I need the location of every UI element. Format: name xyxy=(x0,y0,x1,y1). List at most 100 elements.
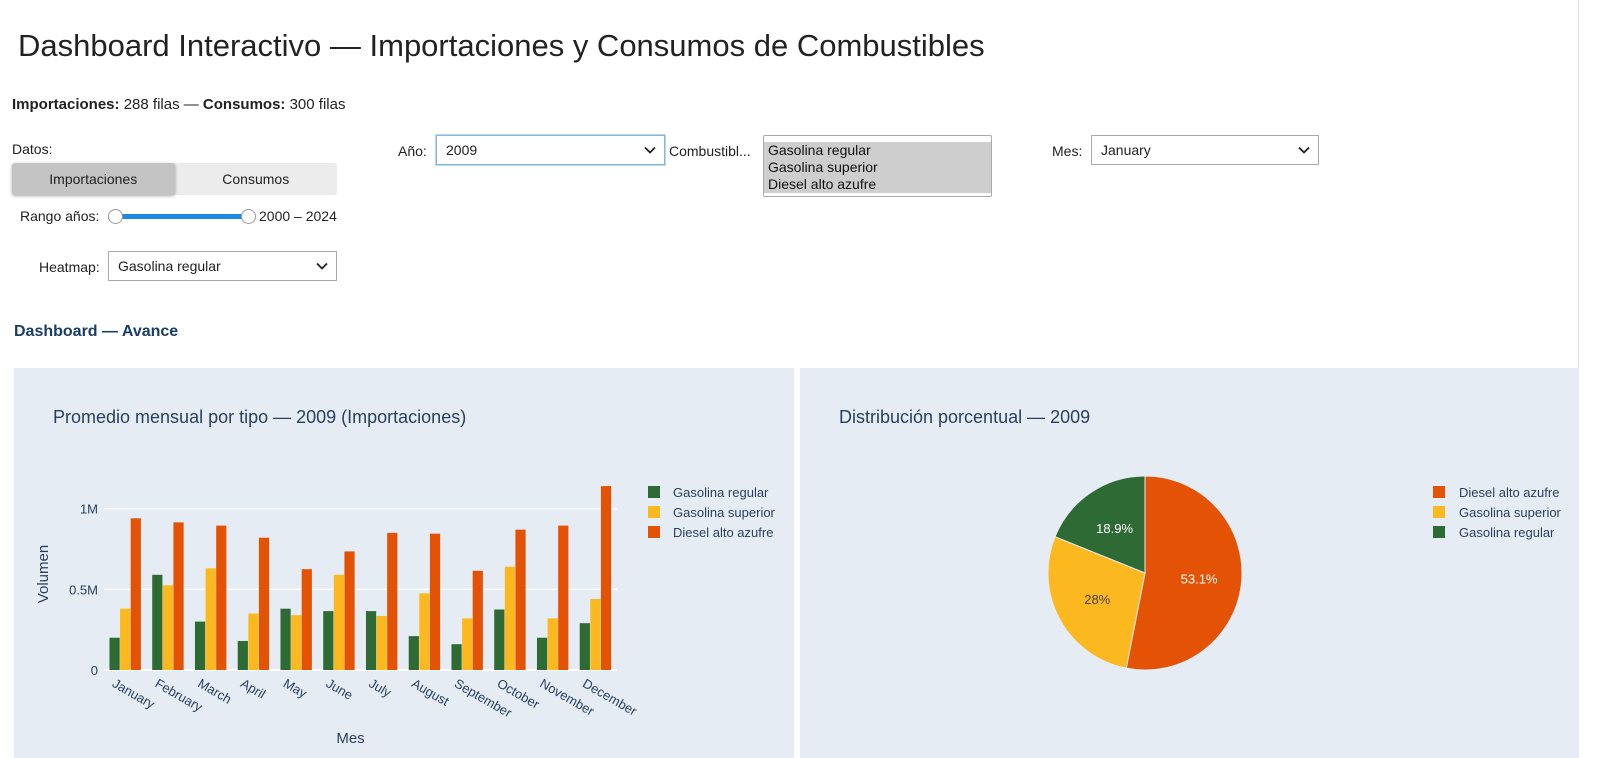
bar-gasolina-superior xyxy=(462,618,473,670)
pie-chart-svg: 53.1% 28% 18.9% Diesel alto azufre Gasolina … xyxy=(1047,475,1562,671)
bar-diesel-alto-azufre xyxy=(600,486,612,670)
bar-gasolina-regular xyxy=(451,644,462,670)
bar-diesel-alto-azufre xyxy=(258,537,270,670)
legend-swatch xyxy=(648,506,660,518)
bar-gasolina-regular xyxy=(494,609,505,670)
y-tick-label: 0 xyxy=(91,663,98,678)
rows-separator: — xyxy=(183,96,199,113)
toggle-importaciones[interactable]: Importaciones xyxy=(12,163,175,195)
pie-slice-label: 53.1% xyxy=(1181,571,1218,586)
bar-diesel-alto-azufre xyxy=(387,532,398,670)
legend-label: Gasolina superior xyxy=(673,505,776,520)
year-range-track[interactable] xyxy=(115,214,249,219)
bar-gasolina-superior xyxy=(291,615,302,670)
bar-gasolina-superior xyxy=(205,568,216,670)
combustible-option[interactable]: Diesel alto azufre xyxy=(764,176,991,193)
pie-slice-gasolina-superior xyxy=(1047,536,1146,669)
anio-select[interactable]: 2009 xyxy=(436,135,665,165)
bar-gasolina-regular xyxy=(109,637,120,670)
legend-label: Gasolina regular xyxy=(673,485,769,500)
x-tick-label: June xyxy=(324,676,356,703)
y-tick-label: 0.5M xyxy=(69,582,98,597)
bar-gasolina-regular xyxy=(408,636,419,670)
legend-swatch xyxy=(1433,506,1445,518)
bar-diesel-alto-azufre xyxy=(558,525,569,670)
consumos-rows-label: Consumos: xyxy=(202,96,286,113)
combustible-option[interactable]: Gasolina superior xyxy=(764,159,991,176)
combustible-option[interactable]: Gasolina regular xyxy=(764,142,991,159)
bar-diesel-alto-azufre xyxy=(130,518,141,670)
page-title: Dashboard Interactivo — Importaciones y … xyxy=(18,28,985,63)
x-tick-label: February xyxy=(153,676,206,715)
bar-diesel-alto-azufre xyxy=(216,525,227,670)
pie-slice-label: 28% xyxy=(1084,592,1110,607)
bar-gasolina-regular xyxy=(152,574,163,670)
bar-gasolina-superior xyxy=(504,566,516,670)
bar-chart-panel: Promedio mensual por tipo — 2009 (Import… xyxy=(14,368,794,758)
mes-select-value: January xyxy=(1101,142,1151,158)
bar-chart-title: Promedio mensual por tipo — 2009 (Import… xyxy=(53,407,467,427)
bar-diesel-alto-azufre xyxy=(472,570,483,670)
bar-diesel-alto-azufre xyxy=(429,533,441,670)
x-axis-title: Mes xyxy=(336,730,364,747)
datos-label: Datos: xyxy=(12,141,53,157)
chevron-down-icon xyxy=(1298,146,1310,154)
pie-slice-gasolina-regular xyxy=(1054,475,1146,574)
mes-select[interactable]: January xyxy=(1091,135,1319,165)
importaciones-rows-label: Importaciones: xyxy=(12,96,120,113)
anio-select-value: 2009 xyxy=(446,142,478,158)
anio-label: Año: xyxy=(398,143,427,159)
year-range-value: 2000 – 2024 xyxy=(259,208,337,224)
dataset-toggle: Importaciones Consumos xyxy=(12,163,337,195)
heatmap-select-value: Gasolina regular xyxy=(118,258,221,274)
bar-diesel-alto-azufre xyxy=(344,551,355,670)
bar-gasolina-regular xyxy=(237,640,248,670)
legend-swatch xyxy=(1433,526,1445,538)
year-range-max-handle[interactable] xyxy=(241,209,256,224)
bar-gasolina-superior xyxy=(547,618,558,670)
pie-chart-panel: Distribución porcentual — 2009 53.1% 28% 1… xyxy=(800,368,1579,758)
legend-swatch xyxy=(648,526,660,538)
pie-slice-diesel-alto-azufre xyxy=(1125,475,1243,671)
rows-info: Importaciones: 288 filas — Consumos: 300… xyxy=(12,96,345,113)
heatmap-select[interactable]: Gasolina regular xyxy=(108,251,337,281)
bar-gasolina-superior xyxy=(162,585,174,670)
legend-label: Diesel alto azufre xyxy=(673,525,773,540)
x-tick-label: April xyxy=(238,676,268,702)
heatmap-label: Heatmap: xyxy=(39,259,100,275)
consumos-rows-value: 300 filas xyxy=(289,96,346,113)
x-tick-label: July xyxy=(366,676,394,701)
legend-swatch xyxy=(1433,486,1445,498)
bar-diesel-alto-azufre xyxy=(515,529,526,670)
legend-label: Diesel alto azufre xyxy=(1459,485,1559,500)
bar-gasolina-regular xyxy=(579,623,590,670)
bar-gasolina-superior xyxy=(590,599,601,670)
importaciones-rows-value: 288 filas xyxy=(123,96,180,113)
y-axis-title: Volumen xyxy=(35,545,52,603)
bar-gasolina-superior xyxy=(248,613,259,670)
bar-gasolina-superior xyxy=(419,593,430,670)
x-tick-label: May xyxy=(281,676,310,702)
toggle-consumos[interactable]: Consumos xyxy=(222,171,290,187)
legend-label: Gasolina superior xyxy=(1459,505,1562,520)
legend-label: Gasolina regular xyxy=(1459,525,1555,540)
bar-gasolina-regular xyxy=(194,621,206,670)
combustible-listbox[interactable]: Gasolina regular Gasolina superior Diese… xyxy=(763,135,992,197)
bar-gasolina-regular xyxy=(536,637,548,670)
bar-diesel-alto-azufre xyxy=(301,569,312,670)
legend-swatch xyxy=(648,486,660,498)
x-tick-label: August xyxy=(409,676,452,709)
pie-slice-label: 18.9% xyxy=(1096,521,1133,536)
y-tick-label: 1M xyxy=(80,502,98,517)
pie-chart-title: Distribución porcentual — 2009 xyxy=(839,407,1091,427)
bar-gasolina-regular xyxy=(323,611,334,670)
chevron-down-icon xyxy=(644,146,656,154)
year-range-min-handle[interactable] xyxy=(108,209,123,224)
page-scrollbar-edge xyxy=(1578,0,1579,368)
combustible-label: Combustibl... xyxy=(669,143,751,159)
bar-gasolina-superior xyxy=(333,574,345,670)
rango-label: Rango años: xyxy=(20,208,100,224)
bar-gasolina-superior xyxy=(376,615,387,670)
section-subheading: Dashboard — Avance xyxy=(14,323,179,340)
